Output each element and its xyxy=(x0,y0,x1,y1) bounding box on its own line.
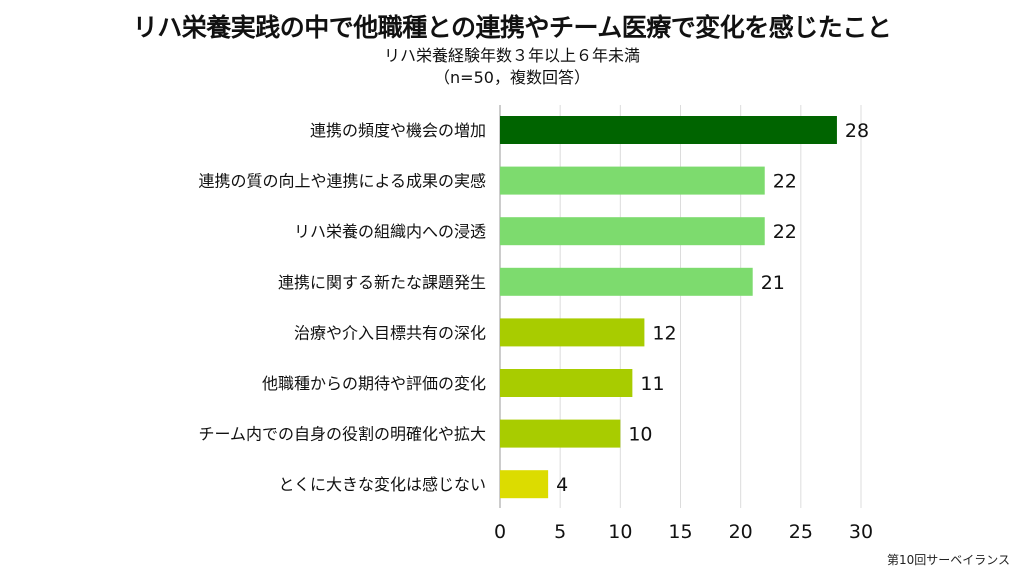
category-label: リハ栄養の組織内への浸透 xyxy=(294,222,486,241)
bar xyxy=(500,116,837,144)
category-label: チーム内での自身の役割の明確化や拡大 xyxy=(198,425,486,444)
value-label: 28 xyxy=(845,120,869,142)
subtitle-line-1: リハ栄養経験年数３年以上６年未満 xyxy=(383,46,640,65)
category-label: 連携の質の向上や連携による成果の実感 xyxy=(198,172,486,191)
bar xyxy=(500,166,765,195)
bars xyxy=(500,116,837,499)
bar xyxy=(500,217,765,246)
value-label: 4 xyxy=(556,474,568,496)
value-label: 22 xyxy=(773,221,797,243)
x-tick-label: 25 xyxy=(789,521,813,543)
x-tick-label: 10 xyxy=(608,521,632,543)
value-label: 12 xyxy=(652,322,676,344)
x-tick-label: 15 xyxy=(668,521,692,543)
source-note: 第10回サーベイランス xyxy=(886,553,1010,567)
category-label: 他職種からの期待や評価の変化 xyxy=(262,374,486,393)
bar xyxy=(500,267,753,296)
bar xyxy=(500,419,621,448)
x-tick-label: 30 xyxy=(849,521,873,543)
value-labels: 28 22 22 21 12 11 10 4 xyxy=(556,120,869,496)
value-label: 11 xyxy=(640,373,664,395)
category-label: 連携の頻度や機会の増加 xyxy=(310,121,486,140)
x-tick-labels: 0 5 10 15 20 25 30 xyxy=(494,521,873,543)
chart-title: リハ栄養実践の中で他職種との連携やチーム医療で変化を感じたこと xyxy=(132,13,892,42)
value-label: 22 xyxy=(773,171,797,193)
subtitle-line-2: （n=50，複数回答） xyxy=(434,68,590,87)
value-label: 10 xyxy=(628,424,652,446)
category-label: 治療や介入目標共有の深化 xyxy=(294,323,486,342)
bar xyxy=(500,369,633,397)
bar xyxy=(500,470,549,499)
category-label: 連携に関する新たな課題発生 xyxy=(278,273,486,292)
chart-subtitle: リハ栄養経験年数３年以上６年未満 （n=50，複数回答） xyxy=(0,45,1024,89)
x-tick-label: 5 xyxy=(554,521,566,543)
category-labels: 連携の頻度や機会の増加連携の質の向上や連携による成果の実感リハ栄養の組織内への浸… xyxy=(198,121,486,494)
value-label: 21 xyxy=(761,272,785,294)
bar xyxy=(500,318,645,347)
x-tick-label: 0 xyxy=(494,521,506,543)
x-tick-label: 20 xyxy=(729,521,753,543)
category-label: とくに大きな変化は感じない xyxy=(278,475,486,494)
